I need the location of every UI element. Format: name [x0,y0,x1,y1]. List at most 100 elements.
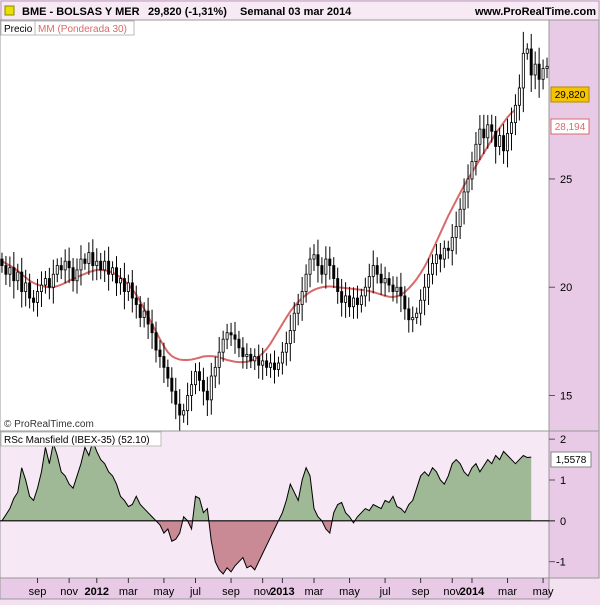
candle [529,33,533,92]
candle-body [201,379,205,392]
candle-body [284,343,288,353]
candle [103,250,107,282]
candle-body [134,297,138,305]
x-axis-label: 2013 [270,586,294,598]
candle [466,164,470,209]
candle [209,362,213,415]
candle [355,285,359,319]
candle-body [403,295,407,310]
candle-body [482,128,486,139]
candle [434,243,438,276]
instrument-icon [4,5,15,16]
candle [213,356,217,389]
candle [296,293,300,326]
candle-body [348,295,352,308]
candle-body [182,410,186,416]
candle-body [162,356,166,368]
candle-body [486,124,490,139]
candle-body [107,260,111,275]
legend-ma[interactable]: MM (Ponderada 30) [38,24,127,35]
rs-legend[interactable]: RSc Mansfield (IBEX-35) (52.10) [4,435,150,446]
candle-body [4,265,8,275]
candle-body [154,332,158,351]
candle-body [446,247,450,251]
price-axis: 15 20 25 [549,174,572,403]
candle [320,257,324,284]
candle-body [525,48,529,54]
candle [32,289,36,312]
candle [178,389,182,432]
candle [130,270,134,313]
quote-text: 29,820 (-1,31%) [148,6,227,18]
legend-price[interactable]: Precio [4,24,33,35]
candle [533,51,537,90]
candle [371,250,375,294]
candle-body [150,323,154,334]
candle-body [55,265,59,275]
copyright-text: © ProRealTime.com [4,419,94,430]
candle [265,353,269,376]
candle-body [423,286,427,301]
candle [316,239,320,283]
candle [16,263,20,291]
candle [446,240,450,259]
candle-body [16,271,20,282]
candle [257,344,261,379]
price-panel: 15 20 25 Precio MM (Ponderada 30) © ProRea… [0,19,600,432]
candle-body [197,371,201,381]
candlestick-layer [0,31,549,432]
candle-body [395,286,399,292]
candle [95,248,99,281]
candle [328,246,332,280]
candle-body [541,68,545,80]
candle [359,288,363,313]
candle [233,321,237,354]
candle [276,356,280,377]
candle-body [209,375,213,401]
candle-body [115,267,119,284]
candle [63,249,67,284]
candle [197,362,201,392]
candle [458,198,462,240]
candle [423,273,427,316]
x-axis-label: jul [189,586,201,598]
x-axis-label: sep [222,586,240,598]
candle-body [103,260,107,271]
candle [502,124,506,164]
candle-body [438,254,442,260]
candle-body [83,258,87,264]
x-axis-label: jul [379,586,391,598]
candle-body [158,349,162,357]
candle-body [344,295,348,303]
candle [498,127,502,156]
candle [154,321,158,363]
candle-body [375,265,379,275]
candle [478,115,482,161]
candle-body [506,133,510,152]
candle [8,256,12,287]
candle-body [292,312,296,331]
x-axis-label: 2012 [85,586,109,598]
candle [190,370,194,412]
price-axis-area [548,19,600,432]
candle [525,43,529,60]
x-axis-label: mar [305,586,324,598]
candle-body [75,269,79,282]
candle-body [509,122,513,134]
candle-body [87,252,91,264]
candle-body [213,366,217,377]
candle-body [47,278,51,288]
candle-body [273,362,276,370]
candle [75,258,79,294]
candle [430,254,434,285]
x-axis-label: sep [29,586,47,598]
candle [506,118,510,168]
candle [225,323,229,350]
candle-body [241,347,245,357]
candle-body [498,135,502,147]
candle-body [142,310,146,318]
candle-body [529,48,533,76]
candle-body [138,304,142,318]
rs-negative-area [156,520,355,574]
